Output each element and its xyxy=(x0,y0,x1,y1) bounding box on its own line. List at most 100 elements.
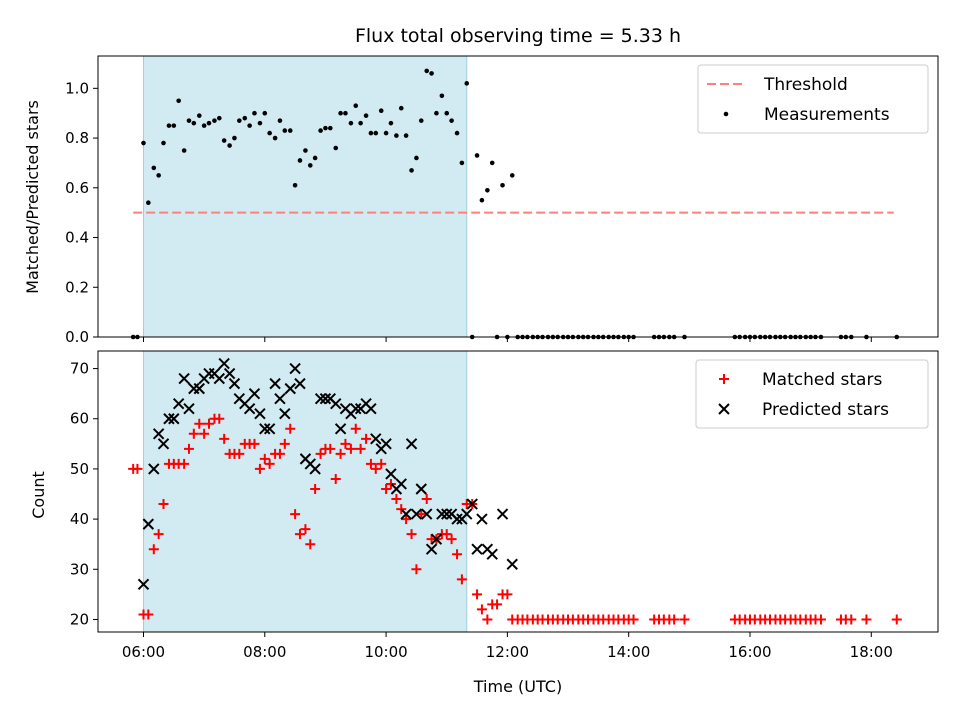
x-tick-label: 16:00 xyxy=(728,643,771,661)
data-point xyxy=(274,448,285,459)
data-point xyxy=(248,387,261,400)
data-point xyxy=(891,614,902,625)
data-point xyxy=(400,508,412,520)
data-point xyxy=(262,110,268,116)
legend-swatch xyxy=(719,374,729,384)
data-point xyxy=(363,113,369,118)
y-tick-label: 0.0 xyxy=(65,328,89,346)
data-point xyxy=(383,130,389,136)
data-point xyxy=(323,125,328,131)
data-point xyxy=(365,458,376,469)
legend-box xyxy=(695,359,929,429)
data-point xyxy=(203,418,214,429)
plot-frame xyxy=(97,55,939,338)
data-point xyxy=(476,513,488,525)
data-point xyxy=(157,438,170,450)
data-point xyxy=(474,153,480,158)
data-point xyxy=(361,433,372,444)
y-tick-label: 50 xyxy=(70,460,89,478)
data-point xyxy=(414,155,419,161)
data-point xyxy=(223,367,236,380)
data-point xyxy=(333,145,339,151)
data-point xyxy=(358,120,363,126)
data-point xyxy=(263,423,276,435)
legend-label: Matched stars xyxy=(762,370,882,390)
data-point xyxy=(373,130,379,136)
data-point xyxy=(285,423,296,434)
data-point xyxy=(449,118,454,123)
data-point xyxy=(330,473,341,484)
data-point xyxy=(506,558,518,570)
data-point xyxy=(292,183,298,188)
data-point xyxy=(388,120,394,126)
data-point xyxy=(252,110,257,116)
data-point xyxy=(227,143,232,148)
data-point xyxy=(380,438,392,450)
data-point xyxy=(441,529,452,540)
data-point xyxy=(318,128,323,133)
data-point xyxy=(294,377,306,390)
data-point xyxy=(459,160,465,166)
plot-frame xyxy=(97,350,939,633)
data-point xyxy=(381,483,392,494)
x-tick-label: 10:00 xyxy=(364,643,407,661)
data-point xyxy=(168,413,180,425)
data-point xyxy=(303,148,308,153)
x-tick-label: 06:00 xyxy=(122,643,165,661)
data-point xyxy=(368,130,374,136)
data-point xyxy=(305,539,316,550)
data-point xyxy=(628,614,639,625)
data-point xyxy=(264,458,275,469)
data-point xyxy=(454,130,460,136)
data-point xyxy=(300,524,311,535)
data-point xyxy=(486,548,498,560)
count-panel: 20 30 40 50 60 70 06:00 08:00 10:00 12:00 14:00 16:… xyxy=(70,350,939,661)
chart-title: Flux total observing time = 5.33 h xyxy=(355,25,681,47)
data-point xyxy=(385,468,397,480)
y-tick-label: 0.6 xyxy=(65,179,89,197)
data-point xyxy=(137,578,150,591)
data-point xyxy=(410,508,423,520)
data-point xyxy=(282,128,288,133)
data-point xyxy=(424,68,430,74)
data-point xyxy=(216,115,222,121)
data-point xyxy=(461,508,473,520)
data-point xyxy=(315,448,326,459)
data-point xyxy=(411,564,422,575)
data-point xyxy=(221,138,227,143)
bottom-y-axis-label: Count xyxy=(29,471,48,519)
data-point xyxy=(191,120,197,126)
data-point xyxy=(376,458,387,469)
data-point xyxy=(242,115,248,121)
data-point xyxy=(143,609,154,620)
data-point xyxy=(312,155,318,161)
x-tick-label: 08:00 xyxy=(243,643,286,661)
data-point xyxy=(188,428,199,439)
data-point xyxy=(194,418,205,429)
y-tick-label: 0.4 xyxy=(65,229,89,247)
data-point xyxy=(214,413,225,424)
data-point xyxy=(441,508,453,520)
data-point xyxy=(327,125,333,131)
data-point xyxy=(421,494,432,505)
data-point xyxy=(269,377,281,390)
data-point xyxy=(309,463,321,475)
data-point xyxy=(425,543,438,555)
data-point xyxy=(310,483,321,494)
legend-label: Threshold xyxy=(763,75,848,95)
data-point xyxy=(350,402,362,415)
data-point xyxy=(193,382,205,395)
data-point xyxy=(418,118,424,123)
data-point xyxy=(213,372,226,385)
data-point xyxy=(237,118,242,123)
data-point xyxy=(434,110,439,116)
data-point xyxy=(456,574,467,585)
data-point xyxy=(201,123,207,128)
data-point xyxy=(446,534,457,545)
series-predicted-stars xyxy=(137,357,518,591)
data-point xyxy=(272,135,278,141)
data-point xyxy=(287,128,293,133)
data-point xyxy=(146,200,151,206)
data-point xyxy=(166,123,172,128)
data-point xyxy=(141,140,146,146)
